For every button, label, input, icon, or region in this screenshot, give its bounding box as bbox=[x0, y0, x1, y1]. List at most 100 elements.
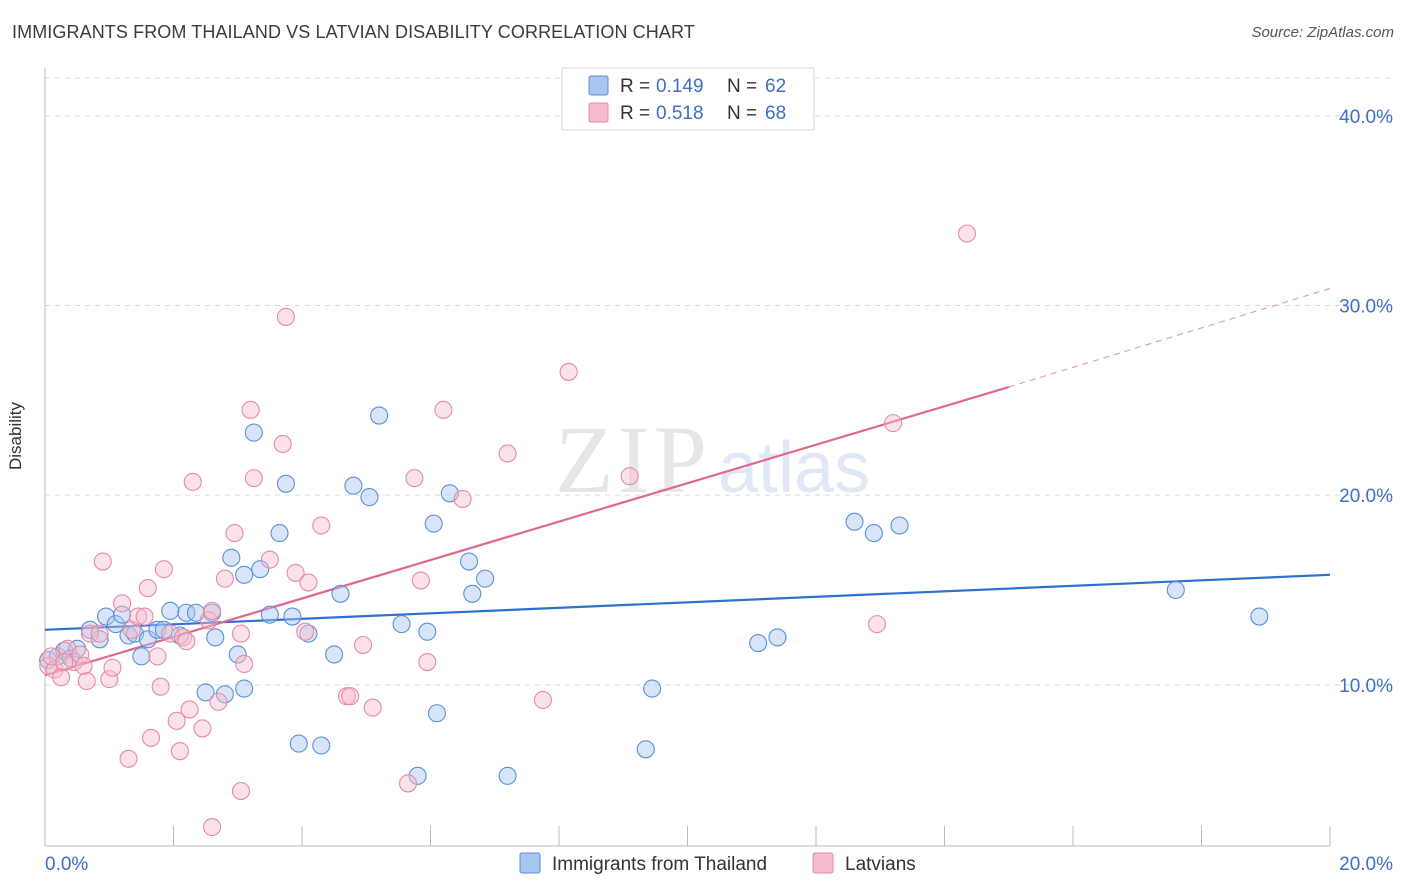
latvian-point bbox=[498, 444, 517, 463]
x-tick-label-max: 20.0% bbox=[1339, 854, 1393, 875]
thailand-point bbox=[331, 584, 350, 603]
thailand-point bbox=[459, 552, 479, 571]
latvian-point bbox=[398, 774, 418, 793]
y-tick-label: 40.0% bbox=[1339, 107, 1393, 128]
x-tick-label-min: 0.0% bbox=[45, 854, 88, 875]
thailand-point bbox=[161, 601, 180, 620]
thailand-point bbox=[325, 645, 344, 664]
thailand-point bbox=[177, 603, 196, 622]
latvian-point bbox=[353, 635, 373, 655]
latvian-point bbox=[90, 624, 109, 643]
thailand-point bbox=[106, 615, 125, 634]
thailand-point bbox=[1250, 607, 1269, 626]
latvian-point bbox=[138, 579, 157, 598]
legend-n-value-thailand: 62 bbox=[765, 76, 786, 97]
thailand-point bbox=[289, 734, 308, 753]
latvian-point bbox=[93, 552, 112, 571]
latvian-point bbox=[52, 668, 71, 687]
legend: R = 0.149 N = 62 R = 0.518 N = 68 bbox=[561, 67, 815, 131]
latvian-point bbox=[405, 469, 424, 488]
latvian-point bbox=[71, 645, 90, 664]
latvian-point bbox=[533, 690, 552, 710]
thailand-point bbox=[344, 476, 363, 495]
latvian-point bbox=[244, 469, 263, 488]
latvian-point bbox=[235, 654, 254, 674]
watermark-zip: ZIP bbox=[555, 406, 711, 513]
latvian-point bbox=[103, 658, 122, 677]
legend-r-value-latvians: 0.518 bbox=[656, 103, 704, 124]
thailand-point bbox=[228, 645, 247, 664]
latvian-point bbox=[296, 622, 315, 641]
latvian-point bbox=[559, 362, 578, 381]
latvian-point bbox=[620, 467, 639, 486]
latvian-point bbox=[55, 653, 74, 672]
data-points bbox=[39, 224, 1269, 837]
legend-r-value-thailand: 0.149 bbox=[656, 76, 704, 97]
source-label: Source: ZipAtlas.com bbox=[1251, 24, 1394, 41]
latvian-point bbox=[231, 781, 251, 801]
thailand-point bbox=[476, 569, 495, 588]
thailand-point bbox=[251, 560, 270, 579]
latvian-point bbox=[170, 742, 189, 761]
y-tick-label: 30.0% bbox=[1339, 297, 1393, 318]
latvian-point bbox=[434, 400, 453, 419]
legend-swatch-latvians bbox=[588, 102, 609, 123]
tick-labels: 10.0% 20.0% 30.0% 40.0% 0.0% 20.0% bbox=[45, 107, 1393, 875]
latvian-point bbox=[148, 647, 167, 666]
latvian-point bbox=[276, 307, 295, 326]
latvian-point bbox=[209, 692, 228, 711]
latvian-point bbox=[312, 516, 331, 535]
bottom-legend: Immigrants from Thailand Latvians bbox=[519, 852, 916, 875]
latvian-point bbox=[273, 434, 292, 454]
thailand-point bbox=[138, 630, 157, 649]
thailand-point bbox=[424, 514, 443, 533]
chart-title: IMMIGRANTS FROM THAILAND VS LATVIAN DISA… bbox=[12, 22, 695, 42]
bottom-legend-swatch-latvians bbox=[812, 852, 834, 874]
latvian-point bbox=[299, 573, 318, 592]
latvian-point bbox=[260, 550, 279, 569]
thailand-point bbox=[749, 634, 768, 653]
latvian-point bbox=[129, 607, 148, 626]
latvian-point bbox=[199, 611, 218, 630]
thailand-point bbox=[643, 679, 662, 698]
thailand-point bbox=[360, 488, 379, 507]
latvian-point bbox=[183, 472, 202, 491]
bottom-legend-label-latvians: Latvians bbox=[845, 854, 916, 875]
latvian-point bbox=[77, 671, 96, 691]
thailand-point bbox=[196, 683, 215, 702]
latvian-point bbox=[867, 615, 887, 634]
latvian-point bbox=[167, 711, 186, 730]
thailand-point bbox=[235, 565, 254, 584]
thailand-point bbox=[498, 766, 517, 785]
legend-swatch-thailand bbox=[588, 75, 609, 96]
latvian-point bbox=[154, 560, 173, 579]
thailand-point bbox=[119, 626, 138, 645]
thailand-point bbox=[312, 736, 331, 755]
latvian-point bbox=[418, 653, 437, 672]
y-axis-label: Disability bbox=[6, 401, 25, 470]
latvian-point bbox=[225, 524, 244, 543]
thailand-point bbox=[427, 704, 446, 723]
thailand-point bbox=[463, 584, 482, 603]
thailand-point bbox=[68, 639, 87, 658]
thailand-point bbox=[276, 474, 295, 493]
latvian-point bbox=[215, 569, 234, 588]
latvian-point bbox=[363, 698, 382, 717]
latvian-point bbox=[203, 817, 222, 837]
thailand-point bbox=[408, 766, 427, 785]
latvian-point bbox=[74, 656, 93, 675]
latvian-trend-extension bbox=[1008, 287, 1331, 388]
latvian-point bbox=[177, 632, 196, 651]
thailand-point bbox=[270, 524, 289, 543]
thailand-point bbox=[244, 423, 263, 442]
thailand-point bbox=[392, 615, 411, 634]
latvian-point bbox=[203, 601, 222, 620]
latvian-point bbox=[113, 594, 132, 613]
latvian-point bbox=[286, 563, 305, 582]
thailand-point bbox=[1166, 580, 1185, 600]
latvian-point bbox=[193, 719, 212, 738]
thailand-point bbox=[864, 524, 883, 543]
grid bbox=[45, 77, 1392, 686]
thailand-trend-line bbox=[44, 573, 1331, 631]
